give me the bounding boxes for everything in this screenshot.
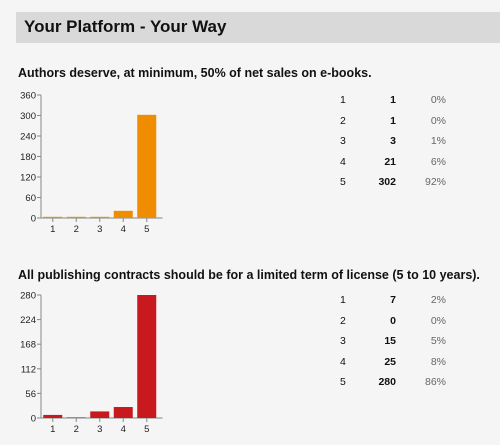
x-tick-label: 4 bbox=[121, 424, 126, 435]
count-cell: 1 bbox=[390, 114, 396, 127]
y-tick-label: 112 bbox=[21, 364, 36, 375]
count-cell: 280 bbox=[378, 376, 396, 389]
rating-cell: 1 bbox=[340, 94, 346, 107]
table-row: 3 15 5% bbox=[340, 331, 446, 352]
question-2-title: All publishing contracts should be for a… bbox=[18, 268, 480, 282]
y-tick-label: 60 bbox=[25, 193, 36, 204]
question-2-bar-chart: 0 56 112 168 224 280 1 2 3 4 5 bbox=[20, 291, 163, 435]
y-tick-label: 360 bbox=[20, 91, 36, 102]
page-title: Your Platform - Your Way bbox=[24, 17, 227, 36]
bar bbox=[43, 216, 63, 218]
percent-cell: 8% bbox=[430, 355, 446, 368]
bar bbox=[43, 414, 63, 418]
table-row: 2 1 0% bbox=[340, 111, 446, 132]
rating-cell: 4 bbox=[340, 355, 346, 368]
bar bbox=[113, 210, 133, 218]
percent-cell: 2% bbox=[430, 294, 446, 307]
percent-cell: 6% bbox=[430, 155, 446, 168]
x-tick-label: 1 bbox=[50, 224, 55, 235]
x-tick-label: 2 bbox=[74, 224, 79, 235]
x-tick-label: 1 bbox=[50, 424, 55, 435]
y-tick-label: 240 bbox=[20, 132, 36, 143]
y-tick-label: 300 bbox=[20, 111, 36, 122]
count-cell: 25 bbox=[384, 355, 396, 368]
x-tick-label: 4 bbox=[121, 224, 126, 235]
percent-cell: 0% bbox=[430, 314, 446, 327]
question-2-results-table: 1 7 2% 2 0 0% 3 15 5% 4 25 8% 5 280 86% bbox=[340, 290, 446, 393]
bar bbox=[66, 216, 86, 218]
y-tick-label: 168 bbox=[20, 340, 36, 351]
table-row: 3 3 1% bbox=[340, 131, 446, 152]
rating-cell: 3 bbox=[340, 135, 346, 148]
rating-cell: 2 bbox=[340, 114, 346, 127]
y-tick-label: 56 bbox=[25, 389, 36, 400]
y-tick-label: 180 bbox=[20, 152, 36, 163]
bar bbox=[90, 216, 110, 218]
question-1-results-table: 1 1 0% 2 1 0% 3 3 1% 4 21 6% 5 302 92% bbox=[340, 90, 446, 193]
bar bbox=[137, 295, 157, 418]
rating-cell: 5 bbox=[340, 176, 346, 189]
bar bbox=[90, 411, 110, 418]
table-row: 5 280 86% bbox=[340, 372, 446, 393]
percent-cell: 0% bbox=[430, 114, 446, 127]
bar bbox=[137, 114, 157, 218]
y-tick-label: 0 bbox=[31, 214, 36, 225]
table-row: 5 302 92% bbox=[340, 172, 446, 193]
bar bbox=[66, 417, 86, 418]
rating-cell: 2 bbox=[340, 314, 346, 327]
y-tick-label: 0 bbox=[31, 414, 36, 425]
table-row: 1 7 2% bbox=[340, 290, 446, 311]
count-cell: 0 bbox=[390, 314, 396, 327]
x-tick-label: 3 bbox=[97, 424, 102, 435]
question-1-title: Authors deserve, at minimum, 50% of net … bbox=[18, 66, 372, 80]
percent-cell: 0% bbox=[430, 94, 446, 107]
y-tick-label: 224 bbox=[20, 315, 36, 326]
percent-cell: 5% bbox=[430, 335, 446, 348]
percent-cell: 1% bbox=[430, 135, 446, 148]
rating-cell: 3 bbox=[340, 335, 346, 348]
rating-cell: 5 bbox=[340, 376, 346, 389]
x-tick-label: 5 bbox=[144, 224, 149, 235]
y-tick-label: 120 bbox=[20, 173, 36, 184]
table-row: 2 0 0% bbox=[340, 311, 446, 332]
count-cell: 302 bbox=[378, 176, 396, 189]
x-tick-label: 2 bbox=[74, 424, 79, 435]
count-cell: 1 bbox=[390, 94, 396, 107]
rating-cell: 1 bbox=[340, 294, 346, 307]
x-tick-label: 3 bbox=[97, 224, 102, 235]
percent-cell: 86% bbox=[424, 376, 446, 389]
table-row: 4 21 6% bbox=[340, 152, 446, 173]
count-cell: 15 bbox=[384, 335, 396, 348]
x-tick-label: 5 bbox=[144, 424, 149, 435]
count-cell: 7 bbox=[390, 294, 396, 307]
bar bbox=[113, 407, 133, 418]
table-row: 1 1 0% bbox=[340, 90, 446, 111]
percent-cell: 92% bbox=[424, 176, 446, 189]
table-row: 4 25 8% bbox=[340, 352, 446, 373]
rating-cell: 4 bbox=[340, 155, 346, 168]
question-1-bar-chart: 0 60 120 180 240 300 360 1 2 3 4 5 bbox=[20, 91, 163, 235]
y-tick-label: 280 bbox=[20, 291, 36, 302]
count-cell: 3 bbox=[390, 135, 396, 148]
page-header-banner: Your Platform - Your Way bbox=[16, 12, 500, 43]
count-cell: 21 bbox=[384, 155, 396, 168]
